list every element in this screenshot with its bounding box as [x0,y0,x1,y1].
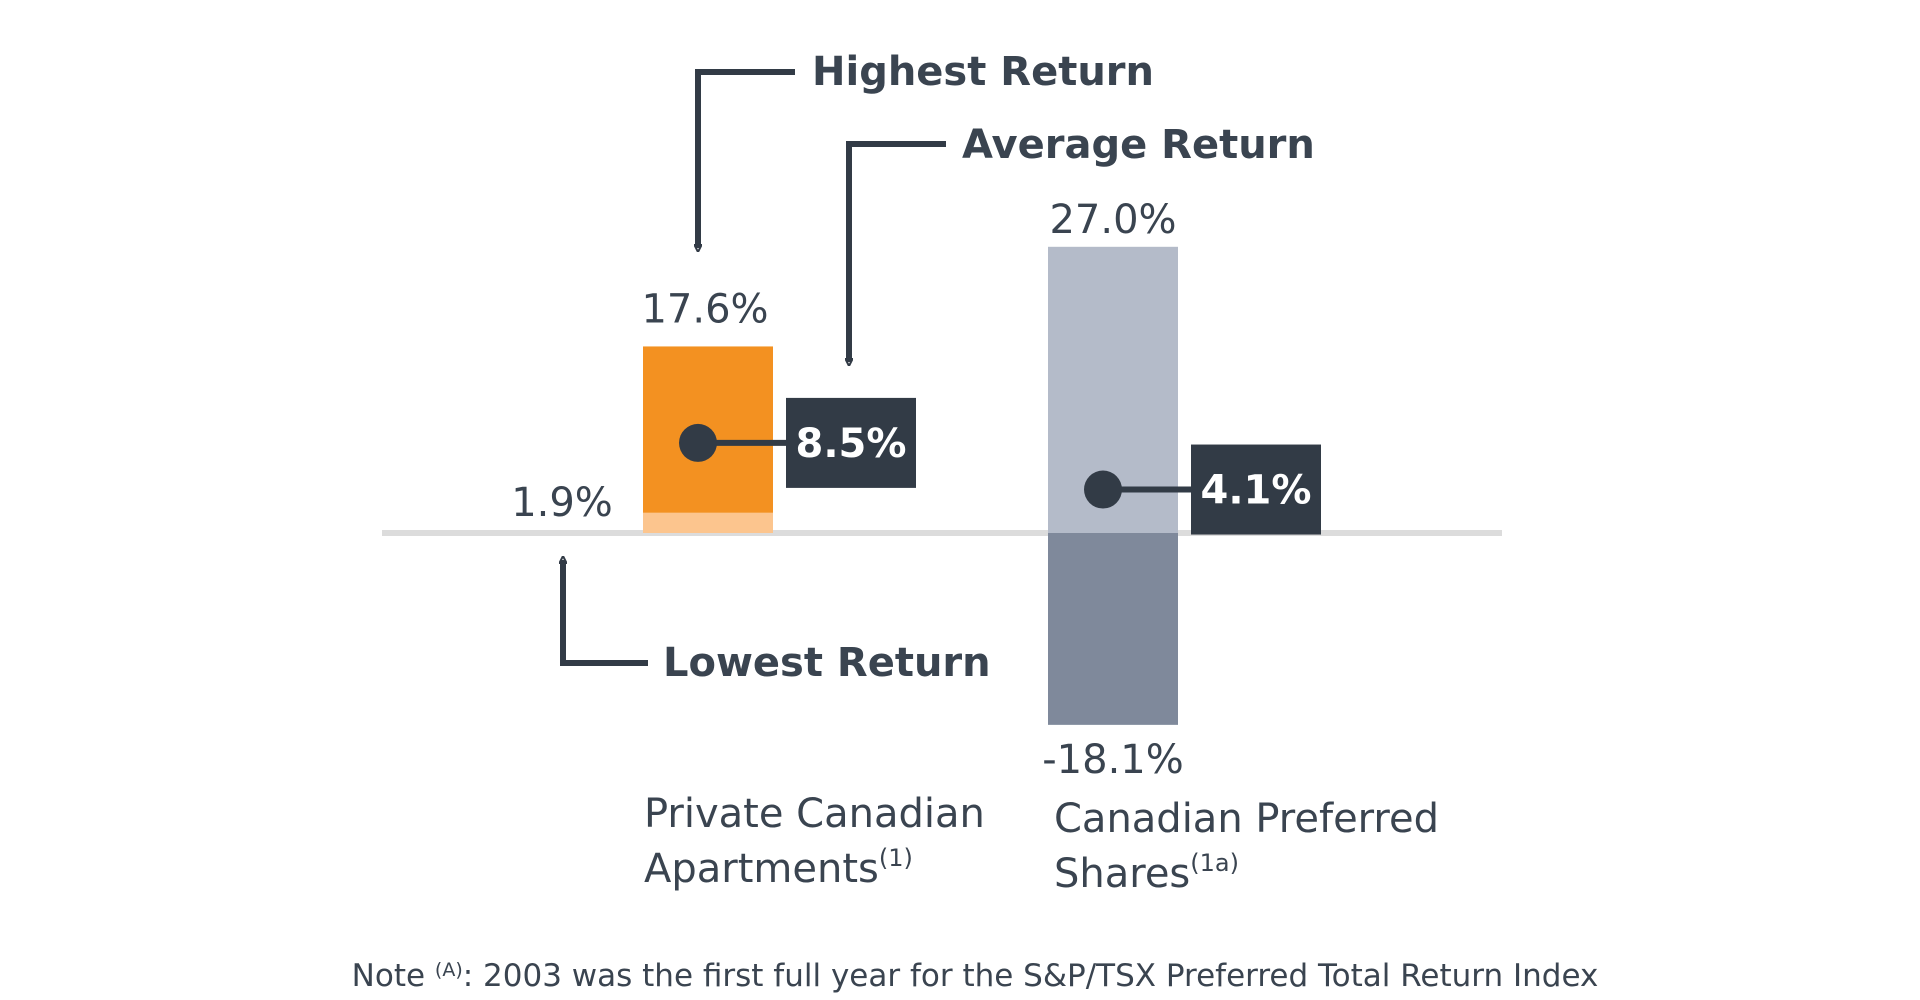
category-label-apartments: Private Canadian Apartments(1) [644,791,998,892]
category-apartments-line2: Apartments [644,846,879,892]
category-apartments-superscript: (1) [879,844,913,872]
footnote-prefix: Note [352,958,435,994]
preferred-high-label: 27.0% [1049,197,1176,243]
category-label-preferred: Canadian Preferred Shares(1a) [1054,796,1452,897]
category-preferred-superscript: (1a) [1190,849,1239,877]
category-apartments-line1: Private Canadian [644,791,985,837]
highest-return-callout: Highest Return [812,49,1154,95]
category-preferred-line2: Shares [1054,851,1190,897]
highest-return-arrow [698,69,795,248]
apartments-average-box [786,397,916,488]
lowest-return-arrow [563,560,648,666]
footnote: Note (A): 2003 was the first full year f… [352,958,1599,994]
average-return-arrow [849,141,946,362]
preferred-low-bar [1048,533,1178,725]
category-preferred-line1: Canadian Preferred [1054,796,1439,842]
apartments-low-bar [643,512,773,533]
footnote-superscript: (A) [435,959,463,981]
preferred-average-dot [1084,470,1122,509]
apartments-average-label: 8.5% [796,421,907,467]
footnote-text: : 2003 was the first full year for the S… [463,958,1599,994]
preferred-average-box [1191,444,1321,535]
preferred-average-label: 4.1% [1201,468,1312,514]
preferred-low-label: -18.1% [1042,737,1184,783]
apartments-high-label: 17.6% [641,286,768,332]
apartments-low-label: 1.9% [511,480,613,526]
apartments-average-dot [679,423,717,462]
lowest-return-callout: Lowest Return [663,640,991,686]
average-return-callout: Average Return [962,122,1315,168]
